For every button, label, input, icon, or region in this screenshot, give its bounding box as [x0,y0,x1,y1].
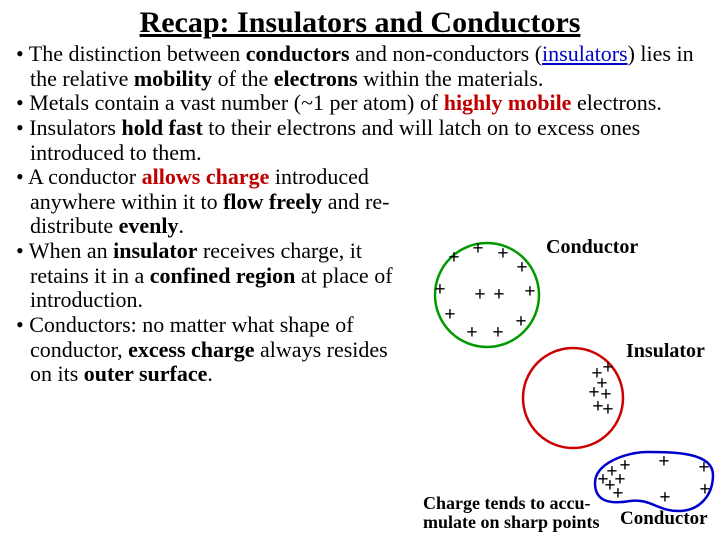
text: • When an [16,238,113,263]
text: • The distinction between [16,41,246,66]
slide-body: • The distinction between conductors and… [0,42,720,387]
plus-blob: + [619,455,630,478]
bold-flow-freely: flow freely [223,189,322,214]
plus-blob: + [699,479,710,502]
text: of the [212,66,274,91]
text: within the materials. [358,66,544,91]
plus-blob: + [614,469,625,492]
plus-insulator: + [600,384,611,407]
bold-evenly: evenly [119,213,179,238]
conductor-blob [595,452,713,511]
text: • Metals contain a vast number (~1 per a… [16,90,444,115]
plus-blob: + [597,469,608,492]
bold-insulator: insulator [113,238,197,263]
text: and non-conductors ( [350,41,542,66]
plus-blob: + [658,451,669,474]
bullet-5: • When an insulator receives charge, it … [30,239,708,313]
red-highly-mobile: highly mobile [444,90,572,115]
label-conductor-2: Conductor [620,508,708,530]
plus-blob: + [606,461,617,484]
caption-sharp-points: Charge tends to accu- mulate on sharp po… [423,494,600,532]
insulators-link: insulators [542,41,628,66]
caption-line1: Charge tends to accu- [423,493,590,513]
plus-blob: + [604,475,615,498]
text: . [179,213,185,238]
bullet-3: • Insulators hold fast to their electron… [30,116,708,165]
bullet-6: • Conductors: no matter what shape of co… [30,313,708,387]
bold-excess-charge: excess charge [128,337,254,362]
slide-title: Recap: Insulators and Conductors [0,0,720,42]
bullet-2: • Metals contain a vast number (~1 per a… [30,91,708,116]
text: . [207,361,213,386]
red-allows-charge: allows charge [142,164,270,189]
caption-line2: mulate on sharp points [423,512,600,532]
plus-blob: + [659,487,670,510]
plus-blob: + [612,483,623,506]
bold-electrons: electrons [274,66,358,91]
bullet-4: • A conductor allows charge introduced a… [30,165,708,239]
plus-insulator: + [592,396,603,419]
text: • Insulators [16,115,121,140]
bold-hold-fast: hold fast [121,115,202,140]
bold-confined-region: confined region [150,263,296,288]
plus-blob: + [698,457,709,480]
bold-outer-surface: outer surface [84,361,208,386]
text: electrons. [571,90,661,115]
bold-mobility: mobility [134,66,212,91]
plus-insulator: + [602,399,613,422]
text: • A conductor [16,164,142,189]
bullet-1: • The distinction between conductors and… [30,42,708,91]
bold-conductors: conductors [246,41,350,66]
